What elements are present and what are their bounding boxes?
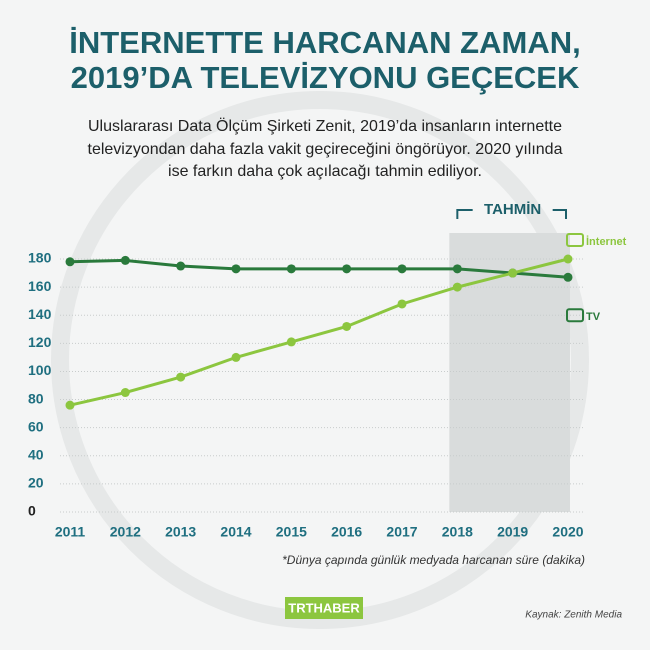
logo: TRTHABER [288,600,360,615]
x-tick-label: 2012 [110,524,141,540]
data-point [120,255,130,265]
x-tick-label: 2018 [442,524,473,540]
x-tick-label: 2017 [386,524,417,540]
legend-label: TV [586,311,601,323]
series-line [69,257,569,407]
y-tick-label: 120 [28,334,52,350]
x-tick-label: 2013 [165,524,196,540]
data-point [65,257,75,267]
y-tick-label: 40 [28,446,44,462]
data-point [231,352,241,362]
data-point [563,254,573,264]
forecast-label: TAHMİN [484,201,541,218]
y-tick-label: 60 [28,418,44,434]
source: Kaynak: Zenith Media [525,610,622,621]
subtitle: Uluslararası Data Ölçüm Şirketi Zenit, 2… [88,117,562,135]
data-point [508,268,518,278]
x-tick-label: 2015 [276,524,307,540]
y-tick-label: 0 [28,503,36,519]
data-point [397,264,407,274]
x-tick-label: 2020 [552,524,583,540]
footnote: *Dünya çapında günlük medyada harcanan s… [282,553,585,567]
data-point [65,400,75,410]
legend-icon [566,233,584,247]
data-point [452,264,462,274]
data-point [176,372,186,382]
chart-title: İNTERNETTE HARCANAN ZAMAN, [69,25,580,60]
y-tick-label: 80 [28,390,44,406]
y-tick-label: 20 [28,475,44,491]
subtitle: televizyondan daha fazla vakit geçireceğ… [88,141,563,158]
x-tick-label: 2011 [55,524,86,540]
data-point [397,299,407,309]
x-tick-label: 2016 [331,524,362,540]
forecast-region [449,233,570,512]
x-tick-label: 2014 [220,524,251,540]
x-tick-label: 2019 [497,524,528,540]
subtitle: ise farkın daha çok açılacağı tahmin edi… [168,163,482,180]
series-line [69,258,569,279]
data-point [342,264,352,274]
data-point [176,261,186,271]
legend-icon [566,308,584,323]
chart-title: 2019’DA TELEVİZYONU GEÇECEK [71,60,580,95]
data-point [286,337,296,347]
data-point [231,264,241,274]
y-tick-label: 160 [28,278,52,294]
y-tick-label: 100 [28,362,52,378]
data-point [120,388,130,398]
y-tick-label: 180 [28,250,52,266]
data-point [452,282,462,292]
y-tick-label: 140 [28,306,52,322]
decoration [51,91,589,629]
data-point [286,264,296,274]
data-point [563,272,573,282]
logo-box [285,597,363,619]
legend-label: İnternet [586,235,627,248]
forecast-bracket [456,209,567,219]
data-point [342,321,352,331]
